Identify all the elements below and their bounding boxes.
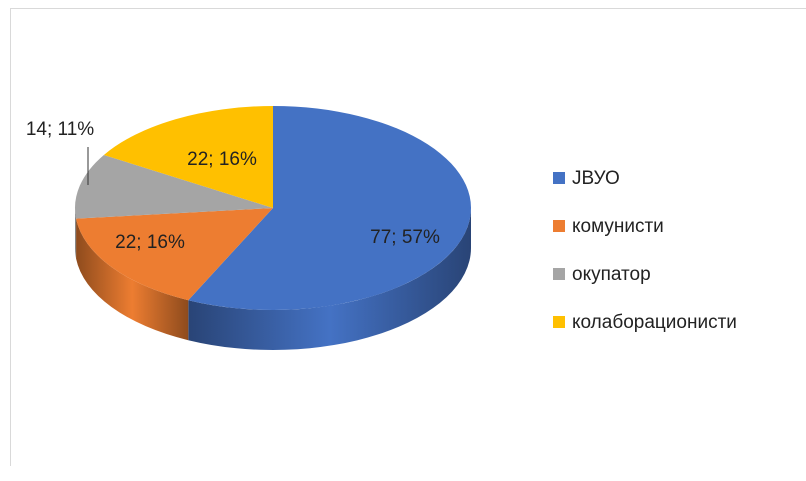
pie-slice xyxy=(75,154,273,219)
legend-swatch xyxy=(553,220,565,232)
legend-swatch xyxy=(553,316,565,328)
legend-label: комунисти xyxy=(572,216,664,237)
pie-side xyxy=(75,208,77,259)
pie-slice xyxy=(76,208,274,301)
pie-slice xyxy=(103,106,274,208)
data-label: 22; 16% xyxy=(187,149,257,170)
legend-swatch xyxy=(553,172,565,184)
pie-slice xyxy=(188,106,472,310)
data-label: 77; 57% xyxy=(370,227,440,248)
legend-swatch xyxy=(553,268,565,280)
legend-label: окупатор xyxy=(572,264,651,285)
legend-label: колаборационисти xyxy=(572,312,737,333)
data-label: 14; 11% xyxy=(26,119,94,140)
pie-side xyxy=(188,208,472,350)
legend-label: ЈВУО xyxy=(572,168,620,189)
pie-side xyxy=(76,218,189,341)
data-label: 22; 16% xyxy=(115,232,185,253)
chart-border xyxy=(10,8,806,466)
